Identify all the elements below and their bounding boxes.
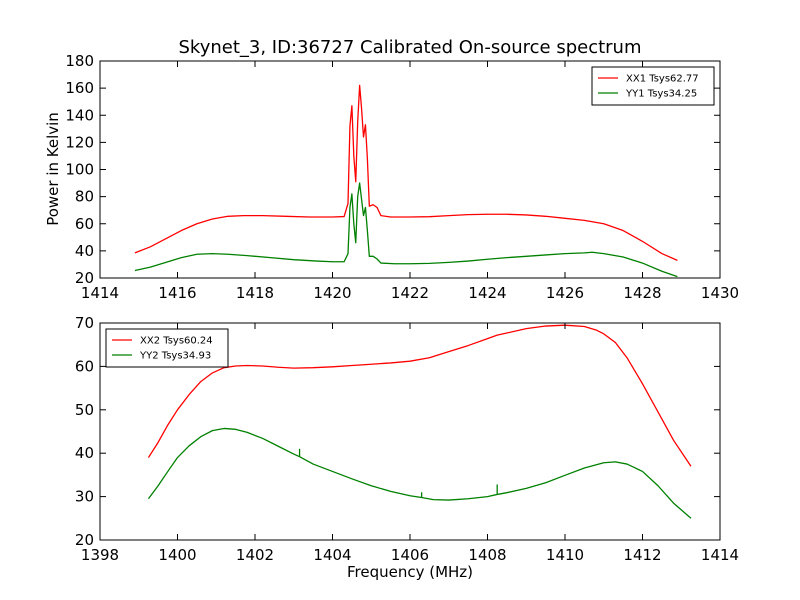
- top-x-tick-label: 1430: [701, 284, 739, 302]
- top-y-tick-label: 60: [75, 215, 94, 233]
- y-axis-label: Power in Kelvin: [44, 112, 62, 226]
- top-y-tick-label: 80: [75, 188, 94, 206]
- top-y-tick-label: 180: [65, 52, 94, 70]
- top-spectrum-plot: 1414 1416 1418 1420 1422 1424 1426 1428 1430 20 40…: [65, 52, 739, 302]
- top-x-tick-label: 1426: [546, 284, 584, 302]
- bottom-y-tick-label: 50: [75, 401, 94, 419]
- bottom-x-tick-label: 1406: [391, 546, 429, 564]
- bottom-series-line-1: [147, 427, 692, 519]
- top-x-tick-label: 1422: [391, 284, 429, 302]
- top-y-tick-label: 100: [65, 161, 94, 179]
- top-x-tick-label: 1414: [81, 284, 119, 302]
- bottom-legend-label-1: YY2 Tsys34.93: [139, 351, 211, 362]
- top-x-tick-label: 1416: [158, 284, 196, 302]
- bottom-x-tick-label: 1402: [236, 546, 274, 564]
- bottom-x-tick-label: 1414: [701, 546, 739, 564]
- top-y-tick-label: 120: [65, 133, 94, 151]
- bottom-legend-label-0: XX2 Tsys60.24: [140, 336, 213, 347]
- bottom-legend: XX2 Tsys60.24 YY2 Tsys34.93: [105, 328, 229, 368]
- top-legend-label-0: XX1 Tsys62.77: [626, 74, 699, 85]
- top-series-line-1: [134, 182, 678, 278]
- bottom-y-tick-label: 20: [75, 531, 94, 549]
- top-legend-box: [591, 66, 715, 106]
- bottom-x-tick-label: 1410: [546, 546, 584, 564]
- bottom-legend-box: [105, 328, 229, 368]
- top-y-tick-label: 160: [65, 79, 94, 97]
- top-x-tick-label: 1428: [623, 284, 661, 302]
- x-axis-label: Frequency (MHz): [347, 563, 473, 581]
- bottom-x-tick-label: 1400: [158, 546, 196, 564]
- top-legend: XX1 Tsys62.77 YY1 Tsys34.25: [591, 66, 715, 106]
- bottom-x-tick-label: 1408: [468, 546, 506, 564]
- bottom-x-tick-label: 1404: [313, 546, 351, 564]
- top-x-tick-label: 1424: [468, 284, 506, 302]
- top-legend-label-1: YY1 Tsys34.25: [625, 89, 697, 100]
- bottom-x-tick-label: 1412: [623, 546, 661, 564]
- bottom-series-line-0: [147, 324, 692, 467]
- top-series-line-0: [134, 84, 678, 261]
- bottom-y-tick-label: 30: [75, 488, 94, 506]
- top-x-tick-label: 1418: [236, 284, 274, 302]
- bottom-x-tick-label: 1398: [81, 546, 119, 564]
- top-y-tick-label: 40: [75, 242, 94, 260]
- chart-title: Skynet_3, ID:36727 Calibrated On-source …: [179, 37, 642, 58]
- bottom-y-tick-label: 70: [75, 314, 94, 332]
- bottom-y-tick-label: 60: [75, 357, 94, 375]
- top-y-tick-label: 20: [75, 269, 94, 287]
- bottom-spectrum-plot: 1398 1400 1402 1404 1406 1408 1410 1412 1414 20 30…: [75, 314, 739, 564]
- top-y-tick-label: 140: [65, 106, 94, 124]
- top-x-tick-label: 1420: [313, 284, 351, 302]
- bottom-y-tick-label: 40: [75, 444, 94, 462]
